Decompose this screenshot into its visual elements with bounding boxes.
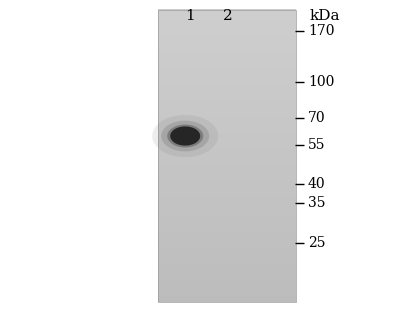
Ellipse shape (161, 121, 209, 151)
Text: 35: 35 (308, 196, 326, 210)
Bar (158, 10, 296, 302)
Ellipse shape (170, 126, 200, 146)
Text: kDa: kDa (310, 9, 340, 23)
Text: 2: 2 (223, 9, 233, 23)
Text: 40: 40 (308, 177, 326, 191)
Text: 100: 100 (308, 75, 334, 89)
Text: 55: 55 (308, 138, 326, 152)
Ellipse shape (152, 115, 218, 157)
Text: 25: 25 (308, 236, 326, 250)
Text: 70: 70 (308, 111, 326, 125)
Text: 170: 170 (308, 24, 334, 38)
Text: 1: 1 (185, 9, 195, 23)
Ellipse shape (167, 124, 203, 148)
